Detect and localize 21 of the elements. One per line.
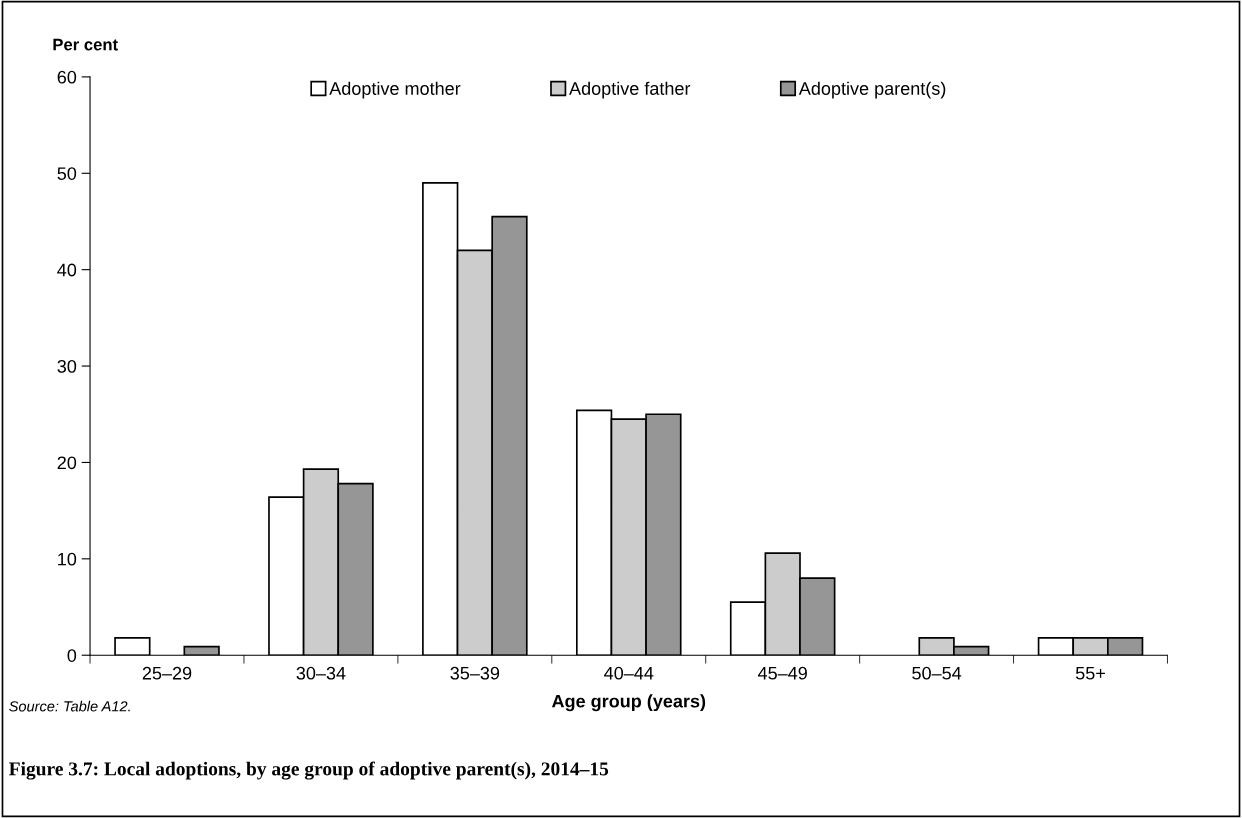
x-tick-label: 30–34 [296, 666, 346, 680]
x-axis-title: Age group (years) [551, 694, 706, 712]
x-tick-label: 45–49 [757, 666, 807, 680]
legend-label: Adoptive father [569, 81, 691, 99]
legend-label: Adoptive mother [329, 81, 461, 99]
source-note: Source: Table A12. [9, 700, 130, 712]
y-axis-title: Per cent [53, 38, 118, 51]
y-tick-label: 20 [57, 456, 77, 470]
legend-label: Adoptive parent(s) [798, 81, 946, 99]
y-tick-label: 30 [57, 359, 77, 373]
x-tick-label: 40–44 [604, 666, 654, 680]
x-tick-label: 35–39 [450, 666, 500, 680]
x-tick-label: 25–29 [142, 666, 192, 680]
y-tick-label: 40 [57, 263, 77, 277]
y-tick-label: 60 [57, 70, 77, 84]
y-tick-label: 0 [67, 649, 77, 662]
x-tick-label: 50–54 [912, 666, 962, 680]
text: Figure 3.7: Local adoptions, by age group of adoptive parent(s), 2014–15 [9, 761, 609, 780]
y-tick-label: 50 [57, 167, 77, 180]
x-tick-label: 55+ [1075, 666, 1105, 680]
y-tick-label: 10 [58, 552, 77, 566]
